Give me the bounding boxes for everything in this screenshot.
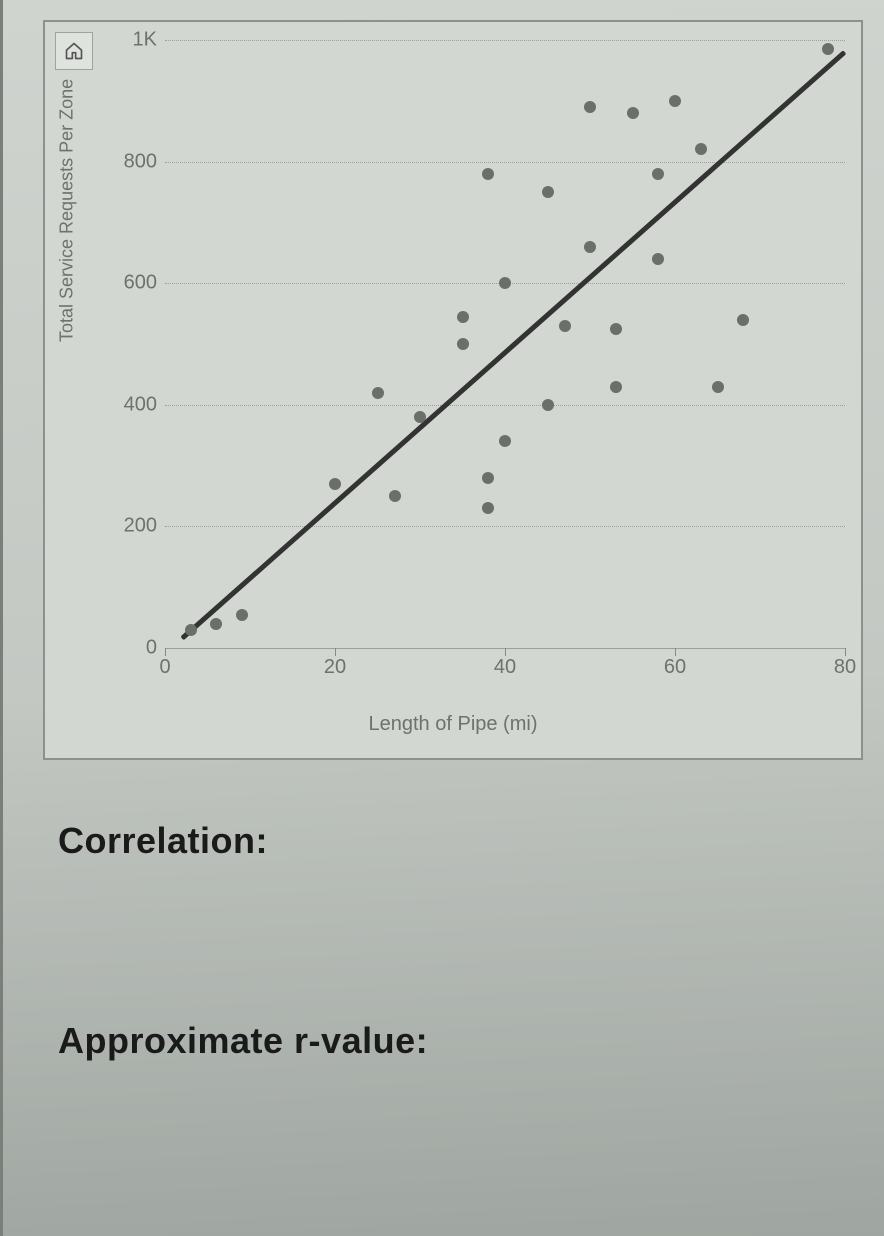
gridline-y	[165, 526, 845, 527]
data-point	[695, 143, 707, 155]
data-point	[584, 101, 596, 113]
y-tick-label: 1K	[133, 29, 157, 52]
trend-line	[180, 50, 846, 640]
data-point	[372, 387, 384, 399]
data-point	[329, 478, 341, 490]
data-point	[542, 186, 554, 198]
gridline-y	[165, 40, 845, 41]
data-point	[610, 381, 622, 393]
data-point	[414, 411, 426, 423]
x-tick-label: 40	[494, 656, 516, 679]
data-point	[610, 323, 622, 335]
x-tick-mark	[845, 648, 846, 656]
data-point	[669, 95, 681, 107]
y-axis-label: Total Service Requests Per Zone	[57, 79, 78, 342]
data-point	[457, 311, 469, 323]
data-point	[457, 338, 469, 350]
x-tick-mark	[335, 648, 336, 656]
y-tick-label: 200	[124, 515, 157, 538]
worksheet-page: 02004006008001K020406080 Total Service R…	[0, 0, 884, 1236]
y-tick-label: 800	[124, 150, 157, 173]
data-point	[236, 609, 248, 621]
scatter-plot: 02004006008001K020406080	[165, 40, 845, 648]
y-tick-label: 0	[146, 637, 157, 660]
data-point	[389, 490, 401, 502]
data-point	[482, 502, 494, 514]
x-tick-label: 80	[834, 656, 856, 679]
data-point	[210, 618, 222, 630]
data-point	[737, 314, 749, 326]
gridline-y	[165, 162, 845, 163]
data-point	[499, 435, 511, 447]
data-point	[712, 381, 724, 393]
x-tick-label: 60	[664, 656, 686, 679]
x-tick-label: 20	[324, 656, 346, 679]
data-point	[627, 107, 639, 119]
x-axis-label: Length of Pipe (mi)	[369, 713, 538, 736]
x-tick-mark	[505, 648, 506, 656]
data-point	[584, 241, 596, 253]
home-button[interactable]	[55, 32, 93, 70]
data-point	[482, 472, 494, 484]
x-tick-label: 0	[159, 656, 170, 679]
data-point	[185, 624, 197, 636]
x-tick-mark	[165, 648, 166, 656]
data-point	[652, 168, 664, 180]
home-icon	[64, 41, 84, 61]
data-point	[482, 168, 494, 180]
rvalue-prompt: Approximate r-value:	[58, 1020, 428, 1062]
y-tick-label: 600	[124, 272, 157, 295]
data-point	[542, 399, 554, 411]
y-tick-label: 400	[124, 393, 157, 416]
data-point	[499, 277, 511, 289]
correlation-prompt: Correlation:	[58, 820, 268, 862]
data-point	[652, 253, 664, 265]
gridline-y	[165, 405, 845, 406]
data-point	[822, 43, 834, 55]
x-tick-mark	[675, 648, 676, 656]
data-point	[559, 320, 571, 332]
chart-frame: 02004006008001K020406080 Total Service R…	[43, 20, 863, 760]
